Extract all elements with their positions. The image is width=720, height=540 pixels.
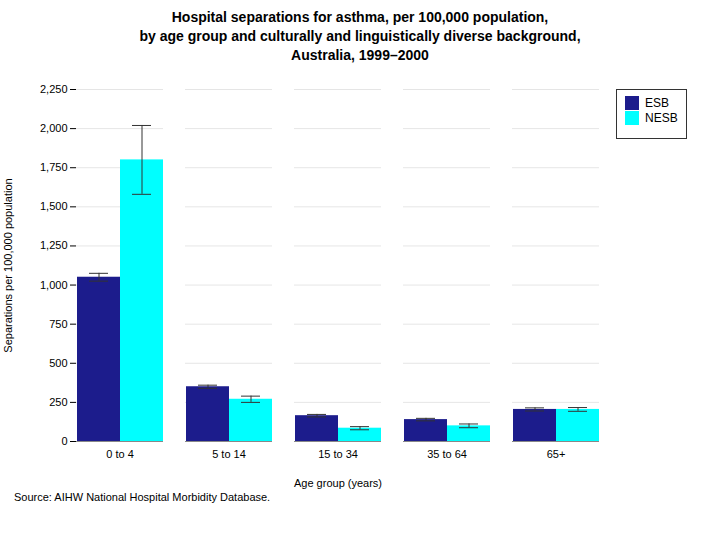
svg-text:Separations per 100,000 popula: Separations per 100,000 population <box>2 178 14 352</box>
svg-text:0 to 4: 0 to 4 <box>106 448 134 460</box>
svg-text:1,000: 1,000 <box>40 278 68 290</box>
html-text:Source: AIHW National Hospital: Source: AIHW National Hospital Morbidity… <box>14 490 271 503</box>
svg-text:35 to 64: 35 to 64 <box>427 448 467 460</box>
svg-text:500: 500 <box>49 356 67 368</box>
svg-text:0: 0 <box>61 435 67 447</box>
svg-text:1,500: 1,500 <box>40 200 68 212</box>
svg-text:2,250: 2,250 <box>40 83 68 95</box>
html-text:NESB: NESB <box>645 110 678 125</box>
svg-text:750: 750 <box>49 317 67 329</box>
svg-text:65+: 65+ <box>547 448 566 460</box>
svg-text:Age group (years): Age group (years) <box>294 476 382 488</box>
svg-text:5 to 14: 5 to 14 <box>212 448 246 460</box>
html-text:Hospital separations for asthm: Hospital separations for asthma, per 100… <box>139 9 581 63</box>
svg-text:1,250: 1,250 <box>40 239 68 251</box>
svg-text:250: 250 <box>49 396 67 408</box>
svg-text:2,000: 2,000 <box>40 122 68 134</box>
svg-text:1,750: 1,750 <box>40 161 68 173</box>
html-text:ESB: ESB <box>645 95 669 110</box>
svg-text:15 to 34: 15 to 34 <box>318 448 358 460</box>
